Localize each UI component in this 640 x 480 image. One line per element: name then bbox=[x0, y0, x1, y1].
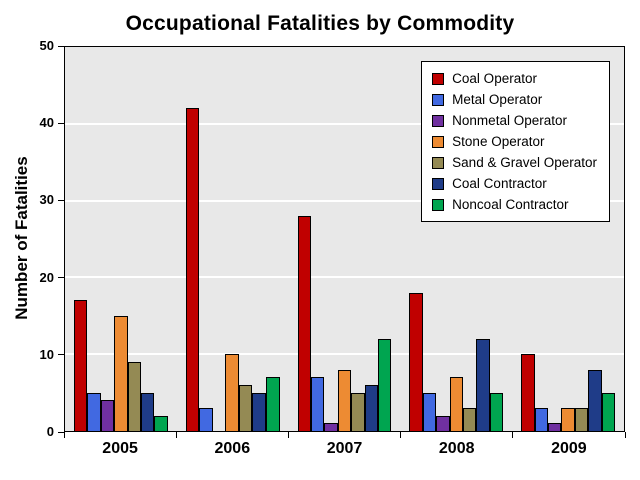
bar bbox=[476, 338, 490, 431]
bar-group-inner bbox=[521, 47, 616, 431]
bar-groups bbox=[65, 47, 624, 431]
x-tick-label: 2008 bbox=[438, 440, 475, 457]
bar bbox=[351, 392, 365, 431]
bar bbox=[73, 300, 88, 431]
bar-group-2008 bbox=[400, 47, 512, 431]
legend-label: Stone Operator bbox=[452, 134, 545, 149]
legend-item: Sand & Gravel Operator bbox=[432, 155, 597, 170]
bar bbox=[436, 415, 450, 431]
y-tick-label: 20 bbox=[39, 269, 54, 285]
gridline bbox=[65, 353, 624, 356]
bar bbox=[154, 415, 168, 431]
x-tick-label: 2007 bbox=[326, 440, 363, 457]
bar bbox=[409, 292, 423, 431]
gridline bbox=[65, 122, 624, 125]
legend-label: Nonmetal Operator bbox=[452, 113, 567, 128]
bar bbox=[252, 392, 266, 431]
y-tick-mark bbox=[58, 122, 64, 124]
legend-swatch bbox=[432, 72, 445, 85]
legend-label: Metal Operator bbox=[452, 92, 543, 107]
legend-item: Nonmetal Operator bbox=[432, 113, 597, 128]
x-axis-labels: 2005 2006 2007 2008 2009 bbox=[64, 440, 625, 462]
bar bbox=[561, 407, 575, 431]
legend-item: Noncoal Contractor bbox=[432, 197, 597, 212]
bar bbox=[224, 354, 239, 431]
bar bbox=[534, 407, 548, 431]
legend-swatch bbox=[432, 177, 445, 190]
legend-swatch bbox=[432, 114, 445, 127]
bar bbox=[489, 392, 504, 431]
bar-group-2006 bbox=[177, 47, 289, 431]
chart-title: Occupational Fatalities by Commodity bbox=[125, 12, 515, 35]
x-tick-mark bbox=[400, 432, 402, 438]
bar-group-2005 bbox=[65, 47, 177, 431]
bar bbox=[588, 369, 602, 431]
legend-swatch bbox=[432, 156, 445, 169]
bar bbox=[114, 315, 128, 431]
x-tick-mark bbox=[624, 432, 626, 438]
x-tick-label: 2005 bbox=[102, 440, 138, 457]
y-tick-mark bbox=[58, 431, 64, 433]
legend-label: Noncoal Contractor bbox=[452, 197, 569, 212]
x-tick-mark bbox=[63, 432, 65, 438]
bar bbox=[324, 423, 338, 431]
bar bbox=[521, 354, 535, 431]
bar bbox=[185, 108, 200, 431]
y-tick-mark bbox=[58, 199, 64, 201]
gridline bbox=[65, 276, 624, 279]
plot-area: Coal Operator Metal Operator Nonmetal Oper… bbox=[64, 46, 625, 432]
bar bbox=[574, 407, 589, 431]
gridline bbox=[65, 199, 624, 202]
x-tick-label: 2006 bbox=[214, 440, 251, 457]
x-tick-mark bbox=[287, 432, 289, 438]
bar-group-inner bbox=[409, 47, 504, 431]
bar-group-inner bbox=[297, 47, 392, 431]
legend-swatch bbox=[432, 198, 445, 211]
x-tick-mark bbox=[175, 432, 177, 438]
bar bbox=[422, 392, 437, 431]
bar bbox=[127, 361, 142, 431]
legend: Coal Operator Metal Operator Nonmetal Oper… bbox=[421, 61, 610, 222]
bar bbox=[238, 384, 253, 431]
y-tick-label: 40 bbox=[39, 115, 54, 131]
bar bbox=[100, 400, 115, 431]
y-tick-label: 30 bbox=[39, 192, 54, 208]
legend-item: Coal Operator bbox=[432, 71, 597, 86]
y-axis-label: Number of Fatalities bbox=[12, 156, 31, 320]
bar-group-2009 bbox=[512, 47, 624, 431]
bar bbox=[141, 392, 155, 431]
bar bbox=[378, 338, 392, 431]
y-tick-mark bbox=[58, 277, 64, 279]
bar bbox=[601, 392, 616, 431]
legend-item: Metal Operator bbox=[432, 92, 597, 107]
legend-swatch bbox=[432, 93, 445, 106]
bar-group-2007 bbox=[289, 47, 401, 431]
legend-item: Coal Contractor bbox=[432, 176, 597, 191]
bar bbox=[310, 377, 325, 431]
legend-swatch bbox=[432, 135, 445, 148]
bar bbox=[265, 377, 280, 431]
y-tick-mark bbox=[58, 45, 64, 47]
legend-label: Coal Operator bbox=[452, 71, 537, 86]
bar bbox=[337, 369, 352, 431]
legend-item: Stone Operator bbox=[432, 134, 597, 149]
bar bbox=[449, 377, 464, 431]
legend-label: Coal Contractor bbox=[452, 176, 547, 191]
bar-group-inner bbox=[73, 47, 168, 431]
y-tick-mark bbox=[58, 354, 64, 356]
legend-label: Sand & Gravel Operator bbox=[452, 155, 597, 170]
bar bbox=[547, 423, 562, 431]
bar bbox=[463, 407, 477, 431]
bar-group-inner bbox=[185, 47, 280, 431]
bar bbox=[87, 392, 101, 431]
y-tick-label: 50 bbox=[39, 38, 54, 53]
bar bbox=[199, 407, 214, 431]
bar bbox=[364, 384, 379, 431]
y-tick-label: 0 bbox=[46, 424, 54, 439]
y-tick-label: 10 bbox=[39, 346, 54, 362]
x-tick-label: 2009 bbox=[551, 440, 587, 457]
x-tick-mark bbox=[512, 432, 514, 438]
bar bbox=[297, 215, 311, 431]
